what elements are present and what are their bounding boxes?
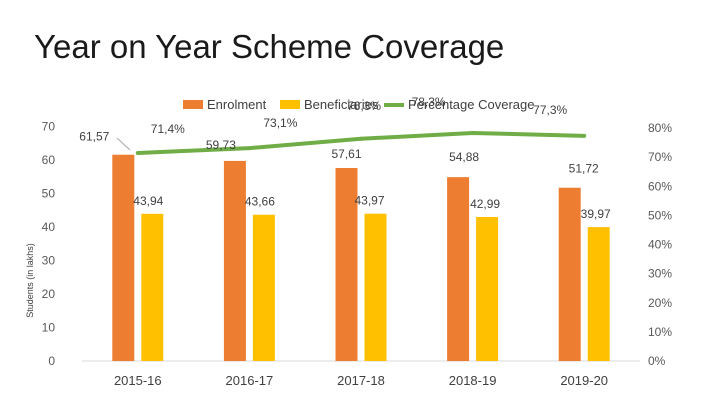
y2-tick-label: 0%: [648, 354, 666, 368]
legend-swatch-enrolment: [183, 100, 203, 109]
percentage-data-label: 77,3%: [533, 103, 567, 117]
legend-label-beneficiaries: Beneficiaries: [304, 97, 379, 112]
y2-tick-label: 70%: [648, 150, 672, 164]
enrolment-data-label: 54,88: [449, 150, 479, 164]
percentage-point: [470, 130, 475, 135]
enrolment-bar: [447, 177, 470, 361]
y2-tick-label: 20%: [648, 296, 672, 310]
percentage-point: [135, 151, 140, 156]
percentage-point: [359, 136, 363, 141]
beneficiaries-data-label: 42,99: [470, 197, 500, 211]
percentage-data-label: 78,3%: [412, 95, 446, 109]
beneficiaries-data-label: 43,97: [354, 194, 384, 208]
enrolment-data-label: 57,61: [331, 147, 361, 161]
x-category-label: 2019-20: [560, 373, 608, 388]
enrolment-data-label: 59,73: [206, 138, 236, 152]
enrolment-bar: [112, 154, 135, 361]
x-category-label: 2016-17: [226, 373, 274, 388]
y-tick-label: 30: [42, 254, 56, 268]
beneficiaries-data-label: 43,94: [133, 194, 163, 208]
beneficiaries-bar: [587, 227, 610, 361]
y2-tick-label: 40%: [648, 238, 672, 252]
x-category-label: 2015-16: [114, 373, 162, 388]
y-tick-label: 40: [42, 220, 56, 234]
enrolment-bar: [335, 168, 358, 361]
chart-title: Year on Year Scheme Coverage: [34, 28, 505, 65]
beneficiaries-data-label: 43,66: [245, 195, 275, 209]
enrolment-data-label: 51,72: [569, 162, 599, 176]
beneficiaries-data-label: 39,97: [581, 207, 611, 221]
label-leader-line: [116, 137, 131, 151]
y-axis-title: Students (in lakhs): [25, 243, 35, 318]
percentage-data-label: 73,1%: [263, 116, 297, 130]
y2-tick-label: 60%: [648, 179, 672, 193]
beneficiaries-bar: [141, 213, 164, 361]
y2-tick-label: 30%: [648, 267, 672, 281]
beneficiaries-bar: [476, 216, 499, 361]
enrolment-data-label: 61,57: [79, 130, 109, 144]
enrolment-bar: [558, 187, 581, 361]
y2-tick-label: 80%: [648, 121, 672, 135]
percentage-data-label: 76,3%: [347, 99, 381, 113]
x-category-label: 2017-18: [337, 373, 385, 388]
enrolment-bar: [223, 160, 246, 361]
percentage-point: [247, 146, 252, 151]
y-tick-label: 0: [48, 354, 55, 368]
y2-tick-label: 10%: [648, 325, 672, 339]
legend-swatch-beneficiaries: [280, 100, 300, 109]
legend-label-enrolment: Enrolment: [207, 97, 267, 112]
beneficiaries-bar: [364, 213, 387, 361]
y-tick-label: 50: [42, 187, 56, 201]
x-category-label: 2018-19: [449, 373, 497, 388]
y-tick-label: 20: [42, 287, 56, 301]
percentage-data-label: 71,4%: [151, 122, 185, 136]
y-tick-label: 10: [42, 321, 56, 335]
legend-label-percentage-coverage: Percentage Coverage: [408, 97, 534, 112]
y2-tick-label: 50%: [648, 208, 672, 222]
y-tick-label: 70: [42, 120, 56, 134]
beneficiaries-bar: [252, 214, 275, 361]
percentage-point: [582, 133, 587, 138]
y-tick-label: 60: [42, 153, 56, 167]
